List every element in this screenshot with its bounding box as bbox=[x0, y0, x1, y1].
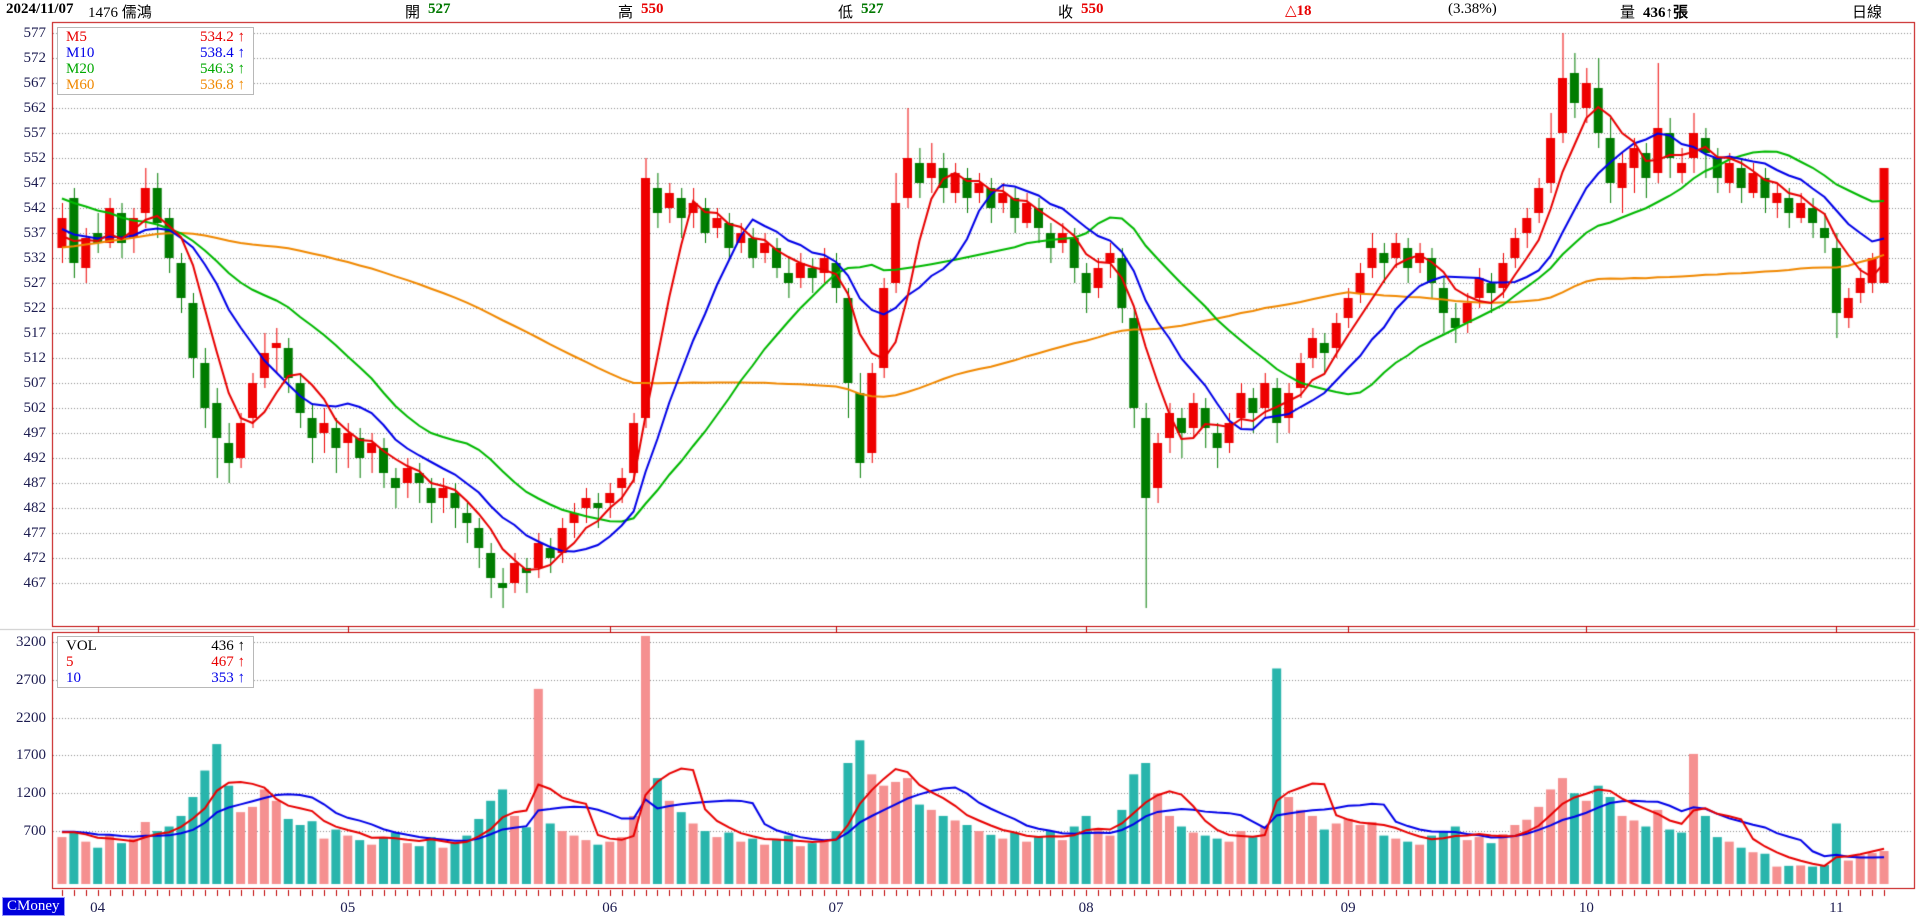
legend-value: 534.2 ↑ bbox=[200, 29, 245, 45]
legend-value: 467 ↑ bbox=[211, 654, 245, 670]
volume-axis-label: 2200 bbox=[16, 709, 46, 726]
volume-ma-legend: VOL 436 ↑ 5 467 ↑ 10 353 ↑ bbox=[57, 636, 254, 688]
volume-label: 量 bbox=[1620, 5, 1636, 21]
price-axis-label: 492 bbox=[23, 450, 47, 466]
price-axis-label: 537 bbox=[23, 225, 47, 241]
period-label: 日線 bbox=[1852, 5, 1883, 21]
date-label: 2024/11/07 bbox=[6, 1, 74, 17]
volume-axis-label: 1700 bbox=[16, 747, 46, 764]
price-axis-label: 497 bbox=[23, 425, 47, 441]
legend-row: M20 546.3 ↑ bbox=[58, 61, 253, 77]
month-label: 08 bbox=[1078, 900, 1094, 916]
month-label: 05 bbox=[340, 900, 356, 916]
open-label: 開 bbox=[405, 5, 421, 21]
legend-label: 5 bbox=[66, 654, 74, 670]
month-label: 06 bbox=[602, 900, 618, 916]
change-value: △18 bbox=[1285, 3, 1312, 19]
low-value: 527 bbox=[861, 1, 884, 17]
price-axis-label: 472 bbox=[23, 550, 47, 566]
month-label: 07 bbox=[828, 900, 844, 916]
legend-row: M60 536.8 ↑ bbox=[58, 77, 253, 93]
price-axis-label: 517 bbox=[23, 325, 47, 341]
price-axis-label: 562 bbox=[23, 100, 47, 116]
legend-row: M10 538.4 ↑ bbox=[58, 45, 253, 61]
low-label: 低 bbox=[838, 5, 854, 21]
legend-value: 538.4 ↑ bbox=[200, 45, 245, 61]
close-value: 550 bbox=[1081, 1, 1104, 17]
price-axis-label: 542 bbox=[23, 200, 47, 216]
volume-axis-label: 2700 bbox=[16, 671, 46, 688]
month-label: 04 bbox=[90, 900, 106, 916]
legend-row: M5 534.2 ↑ bbox=[58, 29, 253, 45]
price-axis-label: 482 bbox=[23, 500, 47, 516]
legend-label: M10 bbox=[66, 45, 95, 61]
volume-value: 436↑張 bbox=[1643, 5, 1689, 21]
legend-label: M5 bbox=[66, 29, 87, 45]
price-axis-label: 487 bbox=[23, 475, 47, 491]
volume-axis-label: 1200 bbox=[16, 785, 46, 802]
price-axis-label: 502 bbox=[23, 400, 47, 416]
price-axis-label: 547 bbox=[23, 175, 47, 191]
price-axis-label: 467 bbox=[23, 575, 47, 591]
month-label: 11 bbox=[1829, 900, 1844, 916]
price-axis-label: 557 bbox=[23, 125, 47, 141]
price-axis-label: 532 bbox=[23, 250, 47, 266]
volume-axis-label: 700 bbox=[23, 823, 47, 840]
price-axis-label: 507 bbox=[23, 375, 47, 391]
legend-value: 536.8 ↑ bbox=[200, 77, 245, 93]
volume-axis-label: 3200 bbox=[16, 634, 46, 650]
month-label: 09 bbox=[1340, 900, 1356, 916]
legend-row: 10 353 ↑ bbox=[58, 670, 253, 686]
legend-row: 5 467 ↑ bbox=[58, 654, 253, 670]
month-label: 10 bbox=[1578, 900, 1594, 916]
legend-label: 10 bbox=[66, 670, 81, 686]
legend-value: 546.3 ↑ bbox=[200, 61, 245, 77]
price-ma-legend: M5 534.2 ↑ M10 538.4 ↑ M20 546.3 ↑ M60 536.8 ↑ bbox=[57, 27, 254, 95]
price-axis-label: 477 bbox=[23, 525, 47, 541]
legend-value: 353 ↑ bbox=[211, 670, 245, 686]
price-axis-label: 572 bbox=[23, 50, 47, 66]
legend-value: 436 ↑ bbox=[211, 638, 245, 654]
legend-label: M20 bbox=[66, 61, 95, 77]
legend-row: VOL 436 ↑ bbox=[58, 638, 253, 654]
price-axis-label: 512 bbox=[23, 350, 47, 366]
price-axis-label: 567 bbox=[23, 75, 47, 91]
high-value: 550 bbox=[641, 1, 664, 17]
legend-label: VOL bbox=[66, 638, 97, 654]
legend-label: M60 bbox=[66, 77, 95, 93]
close-label: 收 bbox=[1058, 5, 1074, 21]
cmoney-watermark: CMoney bbox=[2, 897, 65, 916]
high-label: 高 bbox=[618, 5, 634, 21]
price-axis-label: 527 bbox=[23, 275, 47, 291]
price-axis-label: 522 bbox=[23, 300, 47, 316]
open-value: 527 bbox=[428, 1, 451, 17]
price-axis-label: 577 bbox=[23, 25, 47, 41]
stock-id-name: 1476 儒鴻 bbox=[88, 5, 152, 21]
price-axis-label: 552 bbox=[23, 150, 47, 166]
change-percent: (3.38%) bbox=[1448, 1, 1497, 17]
